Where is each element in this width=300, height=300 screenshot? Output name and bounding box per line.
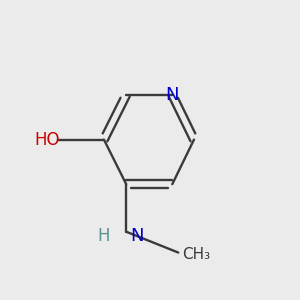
Text: N: N (131, 227, 144, 245)
Text: CH₃: CH₃ (182, 247, 210, 262)
Text: H: H (98, 227, 110, 245)
Text: HO: HO (35, 130, 60, 148)
Text: N: N (166, 86, 179, 104)
